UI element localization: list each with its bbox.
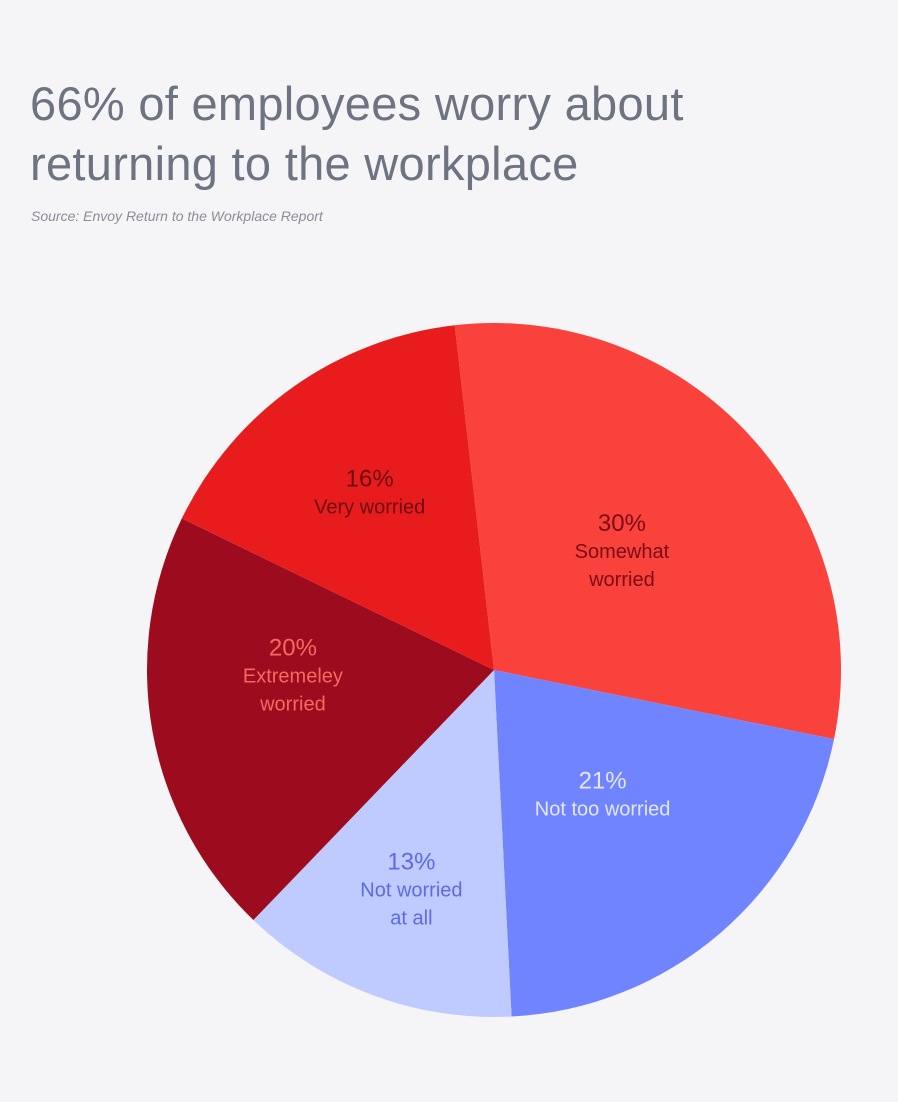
slice-category-label: at all [390, 907, 432, 929]
slice-category-label: Not worried [360, 879, 462, 901]
slice-not-worried-at-all [253, 670, 512, 1018]
slice-somewhat-worried [454, 323, 841, 740]
label-extremely-worried: 20% Extremeley worried [243, 635, 343, 716]
label-not-worried-at-all: 13% Not worried at all [360, 848, 462, 929]
slice-category-label: Not too worried [535, 799, 671, 821]
slice-extremely-worried [146, 518, 494, 921]
slice-category-label: Somewhat [575, 541, 670, 563]
slice-category-label: worried [588, 569, 655, 591]
slice-category-label: Very worried [314, 497, 425, 519]
slice-percent-label: 21% [579, 768, 627, 795]
label-somewhat-worried: 30% Somewhat worried [575, 510, 670, 591]
chart-title: 66% of employees worry about returning t… [30, 77, 684, 190]
chart-source: Source: Envoy Return to the Workplace Re… [31, 208, 323, 224]
label-very-worried: 16% Very worried [314, 466, 425, 519]
pie-slices [146, 323, 841, 1018]
pie-labels: 30% Somewhat worried 21% Not too worried 13% N… [243, 466, 671, 930]
slice-percent-label: 30% [598, 510, 646, 537]
slice-very-worried [181, 325, 494, 670]
slice-category-label: worried [259, 694, 326, 716]
label-not-too-worried: 21% Not too worried [535, 768, 671, 821]
slice-not-too-worried [494, 670, 835, 1017]
slice-percent-label: 20% [269, 635, 317, 662]
slice-percent-label: 16% [346, 466, 394, 493]
slice-percent-label: 13% [387, 848, 435, 875]
slice-category-label: Extremeley [243, 666, 343, 688]
